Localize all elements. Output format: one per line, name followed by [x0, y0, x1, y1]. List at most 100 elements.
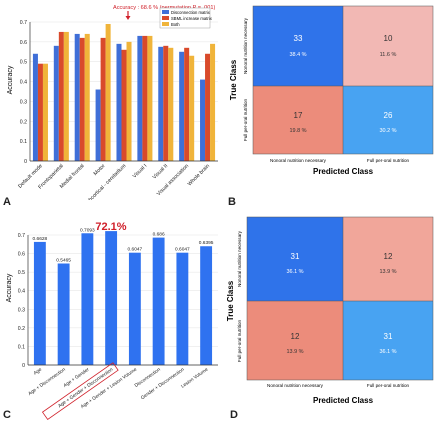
- chart-a-bar: [84, 33, 90, 161]
- chart-a-xtick-label: Visual I: [132, 163, 148, 179]
- chart-c-ytick-label: 0.1: [18, 344, 25, 350]
- chart-a-bar: [74, 33, 80, 161]
- chart-c-value-label: 0.5465: [56, 258, 71, 264]
- cm-d-row-label-1: Full per-oral nutrition: [237, 319, 242, 362]
- chart-c-xtick-label: Age: [33, 367, 44, 377]
- cm-d-cell-0-0: [247, 217, 343, 301]
- chart-a-xtick-label: Visual II: [152, 163, 170, 181]
- cm-d-cell-0-1: [343, 217, 433, 301]
- cm-b-count-1-0: 17: [294, 111, 303, 120]
- cm-d-percent-0-1: 13.9 %: [379, 269, 396, 275]
- chart-a-bar: [95, 89, 101, 161]
- chart-a-ytick-label: 0.5: [20, 60, 27, 66]
- chart-a-bar: [163, 45, 169, 162]
- chart-a-bar: [79, 37, 85, 162]
- cm-b-col-label-0: Nonoral nutrition necessary: [270, 158, 327, 163]
- chart-c-bar: [128, 252, 141, 365]
- chart-c-xtick-label: Lesion Volume: [180, 367, 209, 390]
- cm-d-count-0-0: 31: [291, 252, 300, 261]
- cm-d-count-1-0: 12: [291, 332, 300, 341]
- chart-a-bar: [53, 45, 59, 162]
- chart-a-bar: [63, 31, 69, 161]
- chart-c-bar: [176, 252, 189, 365]
- chart-a-ylabel: Accuracy: [7, 65, 14, 94]
- chart-c-bar: [105, 231, 118, 365]
- cm-d-percent-1-1: 36.1 %: [379, 349, 396, 355]
- cm-b-percent-1-0: 19.8 %: [289, 128, 306, 134]
- chart-a-annotation-arrowhead: [125, 16, 131, 20]
- chart-a-ytick-label: 0.6: [20, 40, 27, 46]
- chart-c-value-label: 0.686: [153, 232, 165, 238]
- chart-a-ytick-label: 0.7: [20, 20, 27, 26]
- chart-a-bar: [121, 49, 127, 161]
- chart-c-value-label: 0.6395: [199, 240, 214, 246]
- chart-a-legend: Disconnection matrix SBML increase matri…: [159, 7, 213, 29]
- chart-c-bar: 72.1% 0.6628 0.5465 0.7093 0.6047 0.686 0.604…: [6, 221, 218, 421]
- chart-a-bar: [210, 43, 216, 161]
- chart-c-xtick-label: Age + Disconnection: [27, 367, 67, 397]
- cm-b-percent-0-1: 11.6 %: [380, 52, 397, 58]
- cm-d-xlabel: Predicted Class: [313, 396, 374, 405]
- cm-d-row-label-0: Nonoral nutrition necessary: [237, 230, 242, 287]
- chart-a-ytick-label: 0.1: [20, 139, 27, 145]
- chart-c-ytick-label: 0.5: [18, 270, 25, 276]
- panel-label-d: D: [230, 409, 238, 421]
- chart-c-ytick-label: 0.4: [18, 289, 25, 295]
- chart-a-bar: [189, 55, 195, 161]
- chart-c-ytick-label: 0.3: [18, 307, 25, 313]
- panel-label-b: B: [228, 196, 236, 208]
- cm-d-cell-1-1: [343, 301, 433, 380]
- legend-label-sbml: SBML increase matrix: [171, 16, 213, 21]
- chart-c-xtick-label: Gender + Disconnection: [140, 367, 186, 402]
- cm-b-count-0-0: 33: [294, 34, 303, 43]
- chart-a-ytick-label: 0.4: [20, 80, 27, 86]
- chart-c-value-label: 0.6628: [33, 236, 48, 242]
- cm-d-count-0-1: 12: [384, 252, 393, 261]
- cm-d-count-1-1: 31: [384, 332, 393, 341]
- chart-a-bar: [158, 46, 164, 162]
- cm-b-percent-1-1: 30.2 %: [379, 128, 396, 134]
- cm-b-cell-0-1: [343, 6, 433, 86]
- cm-b-count-1-1: 26: [384, 111, 393, 120]
- panel-label-c: C: [3, 409, 11, 421]
- panel-label-a: A: [3, 196, 11, 208]
- cm-b-ylabel: True Class: [229, 59, 238, 100]
- chart-a-bar: [168, 47, 174, 161]
- chart-c-bar: [81, 233, 94, 365]
- chart-a-bar: [105, 23, 111, 161]
- chart-a-bar: [32, 53, 38, 162]
- chart-a-bar: [126, 41, 132, 161]
- chart-a-bar: [184, 47, 190, 161]
- legend-label-both: Both: [171, 22, 180, 27]
- chart-c-ytick-label: 0.6: [18, 252, 25, 258]
- chart-a-bar: [37, 63, 43, 162]
- chart-a-bar: [147, 35, 153, 161]
- cm-d-percent-1-0: 13.9 %: [286, 349, 303, 355]
- chart-a-xtick-label: Whole brain: [187, 163, 211, 187]
- legend-label-disconnection: Disconnection matrix: [171, 10, 211, 15]
- chart-a-ytick-label: 0: [24, 159, 27, 165]
- chart-a-bar: [116, 43, 122, 161]
- chart-a-bar: [200, 79, 206, 161]
- cm-b-col-label-1: Full per-oral nutrition: [367, 158, 410, 163]
- chart-a-bar: [137, 35, 143, 161]
- chart-c-ytick-label: 0.7: [18, 233, 25, 239]
- legend-swatch-sbml: [162, 16, 169, 20]
- cm-d-frame: [246, 216, 434, 381]
- confusion-matrix-d: 31 36.1 % 12 13.9 % 12 13.9 % 31 36.1 % …: [226, 216, 434, 405]
- cm-b-cell-0-0: [253, 6, 343, 86]
- legend-swatch-disconnection: [162, 10, 169, 14]
- cm-b-row-label-1: Full per-oral nutrition: [243, 98, 248, 141]
- chart-c-ytick-label: 0: [22, 363, 25, 369]
- chart-c-value-label: 0.7093: [80, 227, 95, 233]
- cm-d-col-label-0: Nonoral nutrition necessary: [267, 383, 324, 388]
- cm-b-cell-1-1: [343, 86, 433, 154]
- legend-swatch-both: [162, 22, 169, 26]
- cm-b-count-0-1: 10: [384, 34, 393, 43]
- cm-d-percent-0-0: 36.1 %: [286, 269, 303, 275]
- chart-c-ylabel: Accuracy: [6, 273, 13, 302]
- chart-a-bar: [179, 51, 185, 161]
- chart-c-ytick-label: 0.2: [18, 326, 25, 332]
- cm-b-percent-0-0: 38.4 %: [289, 52, 306, 58]
- cm-b-xlabel: Predicted Class: [313, 167, 374, 176]
